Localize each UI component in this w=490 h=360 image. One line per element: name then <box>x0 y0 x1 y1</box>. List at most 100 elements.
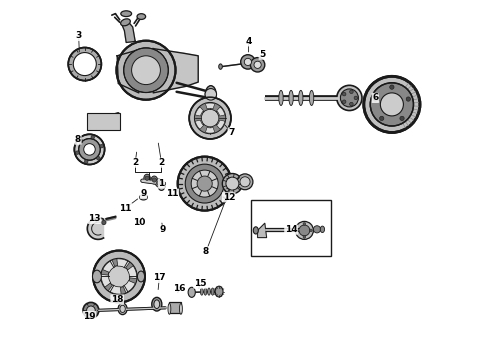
Circle shape <box>123 48 169 93</box>
Ellipse shape <box>219 64 222 69</box>
Ellipse shape <box>204 288 207 295</box>
Text: 11: 11 <box>119 203 132 212</box>
Text: 18: 18 <box>111 295 123 304</box>
Circle shape <box>152 178 156 182</box>
Circle shape <box>74 53 97 76</box>
Polygon shape <box>87 218 103 239</box>
Circle shape <box>101 258 137 294</box>
Circle shape <box>185 164 224 203</box>
Ellipse shape <box>137 271 145 282</box>
Circle shape <box>299 225 310 236</box>
Ellipse shape <box>320 226 324 233</box>
Text: 8: 8 <box>75 135 81 144</box>
Wedge shape <box>205 103 215 109</box>
Wedge shape <box>108 285 121 294</box>
Circle shape <box>295 221 314 239</box>
Ellipse shape <box>154 300 160 309</box>
Ellipse shape <box>215 288 218 295</box>
Text: 2: 2 <box>158 158 165 167</box>
Ellipse shape <box>289 90 293 105</box>
Ellipse shape <box>279 90 283 105</box>
Circle shape <box>390 85 394 89</box>
Ellipse shape <box>121 19 130 26</box>
Circle shape <box>303 235 306 238</box>
Text: 1: 1 <box>158 179 165 188</box>
Circle shape <box>364 76 420 132</box>
Circle shape <box>97 157 100 160</box>
Circle shape <box>237 174 253 190</box>
Circle shape <box>178 157 232 211</box>
Circle shape <box>400 116 404 121</box>
Circle shape <box>201 109 219 127</box>
Polygon shape <box>117 50 139 93</box>
Ellipse shape <box>140 195 147 200</box>
Text: 7: 7 <box>228 128 235 137</box>
Ellipse shape <box>298 90 303 105</box>
Circle shape <box>380 116 384 121</box>
Circle shape <box>343 100 346 104</box>
Bar <box>170 302 181 313</box>
Circle shape <box>343 92 346 96</box>
Circle shape <box>296 229 299 232</box>
Text: 4: 4 <box>245 37 252 46</box>
Circle shape <box>91 135 95 139</box>
Ellipse shape <box>168 303 171 314</box>
Ellipse shape <box>158 183 165 190</box>
Circle shape <box>195 102 226 134</box>
Circle shape <box>240 177 250 187</box>
Circle shape <box>84 160 88 163</box>
Circle shape <box>226 177 239 190</box>
Circle shape <box>79 139 82 142</box>
Circle shape <box>117 41 175 100</box>
Circle shape <box>189 97 231 139</box>
Circle shape <box>68 48 101 81</box>
Wedge shape <box>117 259 130 268</box>
Text: 9: 9 <box>160 225 166 234</box>
Text: 10: 10 <box>133 218 145 227</box>
Text: 3: 3 <box>75 31 82 40</box>
Circle shape <box>75 151 79 154</box>
Ellipse shape <box>179 303 182 314</box>
Circle shape <box>370 83 414 126</box>
Circle shape <box>132 56 160 85</box>
Circle shape <box>250 58 265 72</box>
Circle shape <box>303 222 306 225</box>
Circle shape <box>197 176 212 191</box>
Circle shape <box>79 139 100 160</box>
Ellipse shape <box>200 288 203 295</box>
Circle shape <box>108 266 130 287</box>
Circle shape <box>93 251 145 302</box>
Wedge shape <box>123 280 135 293</box>
Polygon shape <box>153 49 198 93</box>
Ellipse shape <box>208 288 210 295</box>
Ellipse shape <box>120 305 125 312</box>
Ellipse shape <box>152 297 162 311</box>
Circle shape <box>341 89 358 107</box>
Wedge shape <box>196 107 203 116</box>
Circle shape <box>84 144 95 155</box>
Wedge shape <box>127 266 137 279</box>
Text: 16: 16 <box>173 284 186 293</box>
Ellipse shape <box>215 286 223 297</box>
Wedge shape <box>217 120 225 129</box>
Text: 2: 2 <box>132 158 138 167</box>
Ellipse shape <box>118 303 127 315</box>
Text: 6: 6 <box>372 94 378 102</box>
Circle shape <box>205 89 217 100</box>
Ellipse shape <box>205 86 216 103</box>
Wedge shape <box>196 120 203 129</box>
Circle shape <box>310 229 312 232</box>
Ellipse shape <box>188 287 196 297</box>
Circle shape <box>241 55 255 69</box>
Wedge shape <box>205 127 215 133</box>
Text: 8: 8 <box>203 247 209 256</box>
Ellipse shape <box>151 176 157 184</box>
Circle shape <box>83 302 99 318</box>
Text: 19: 19 <box>83 311 96 320</box>
Circle shape <box>87 306 95 315</box>
Ellipse shape <box>137 14 146 19</box>
Circle shape <box>314 226 320 233</box>
Circle shape <box>354 96 358 100</box>
Circle shape <box>156 181 161 185</box>
Text: 14: 14 <box>285 225 297 234</box>
